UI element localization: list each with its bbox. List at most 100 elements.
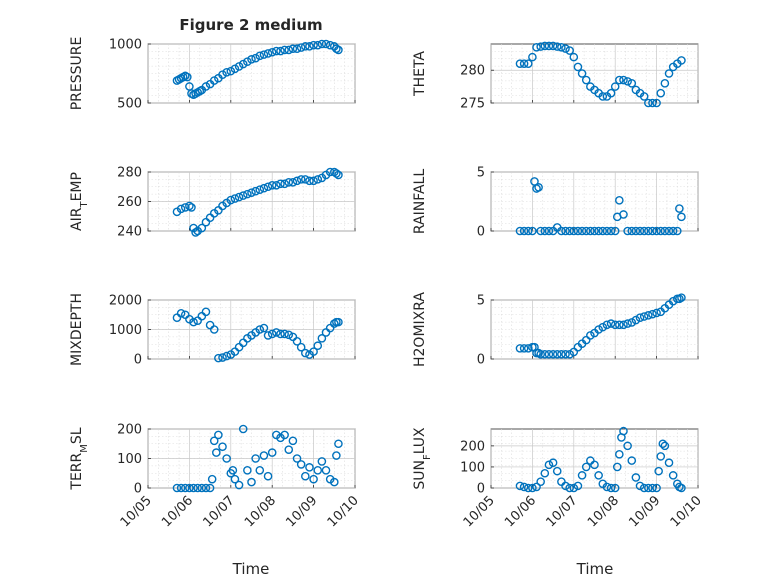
y-label-rest: LUX (412, 427, 428, 454)
data-point (185, 483, 194, 493)
data-point (301, 348, 310, 358)
y-axis-label: SUNFLUX (412, 427, 433, 490)
data-point (238, 59, 248, 69)
data-point (606, 319, 616, 328)
y-tick-label: 0 (134, 353, 142, 368)
data-point (557, 42, 566, 52)
data-point (296, 342, 306, 352)
data-point (309, 176, 318, 186)
y-tick-label: 1000 (109, 38, 142, 53)
data-point (334, 439, 343, 449)
data-point (189, 483, 198, 493)
data-point (675, 204, 684, 213)
data-point (234, 192, 244, 202)
data-point (536, 349, 545, 359)
data-point (272, 46, 281, 56)
data-point (205, 483, 215, 493)
data-point (272, 328, 281, 337)
data-point (598, 226, 608, 236)
data-point (515, 344, 525, 353)
data-point (263, 49, 273, 58)
data-point (187, 203, 196, 212)
data-point (226, 66, 236, 76)
data-point (668, 226, 678, 236)
data-point (577, 226, 587, 236)
data-point (317, 457, 327, 466)
data-point (677, 212, 686, 222)
data-point (606, 483, 616, 493)
data-point (569, 226, 579, 236)
data-point (523, 344, 533, 353)
data-point (189, 317, 198, 327)
data-point (565, 226, 574, 236)
subplot-3: 240 260 280 AIRTEMP (69, 166, 356, 240)
y-tick-label: 200 (117, 423, 142, 438)
data-point (280, 430, 289, 440)
y-label-main: AIR (69, 207, 85, 231)
data-point (267, 329, 277, 339)
data-point (602, 482, 612, 492)
data-point (544, 41, 554, 51)
data-point (251, 53, 260, 63)
x-axis-label-left: Time (232, 560, 270, 578)
data-point (627, 79, 637, 88)
data-point (590, 226, 599, 236)
data-point (334, 170, 343, 180)
data-point (176, 483, 186, 493)
data-point (222, 68, 231, 77)
data-point (263, 182, 273, 192)
data-point (648, 98, 657, 108)
data-point (635, 226, 645, 236)
data-point (172, 483, 182, 493)
data-point (313, 465, 323, 475)
data-point (230, 64, 240, 74)
data-point (272, 180, 281, 190)
data-point (292, 454, 302, 463)
y-tick-label: 280 (117, 166, 142, 181)
data-point (267, 180, 277, 190)
data-point (515, 59, 525, 68)
data-point (255, 51, 265, 61)
data-point (581, 226, 591, 236)
data-point (610, 483, 620, 493)
data-point (523, 483, 533, 493)
data-point (218, 70, 227, 79)
data-point (623, 441, 632, 451)
y-tick-label: 2000 (109, 294, 142, 309)
data-point (226, 195, 236, 205)
data-point (602, 320, 612, 330)
data-point (305, 176, 314, 186)
y-tick-label: 5 (477, 166, 485, 181)
data-point (255, 465, 265, 475)
y-axis-label: MIXDEPTH (69, 293, 85, 366)
data-point (247, 188, 256, 197)
data-point (631, 315, 641, 325)
data-point (218, 442, 227, 452)
data-point (332, 451, 341, 460)
data-point (548, 458, 558, 468)
data-point (222, 351, 231, 361)
data-point (631, 226, 641, 236)
data-point (317, 334, 327, 343)
data-point (280, 329, 289, 339)
data-point (623, 226, 632, 236)
data-point (276, 46, 285, 56)
y-tick-label: 100 (460, 460, 485, 475)
data-point (305, 463, 314, 472)
data-point (193, 483, 202, 493)
data-point (577, 471, 587, 480)
data-point (251, 186, 260, 196)
data-point (590, 460, 599, 470)
data-point (610, 82, 620, 91)
data-point (309, 347, 318, 356)
data-point (557, 226, 566, 236)
data-point (635, 481, 645, 491)
data-point (610, 320, 620, 330)
data-point (255, 185, 265, 194)
data-point (259, 451, 269, 460)
data-point (569, 52, 579, 62)
data-point (180, 483, 190, 493)
data-point (586, 226, 595, 236)
data-point (544, 460, 554, 470)
